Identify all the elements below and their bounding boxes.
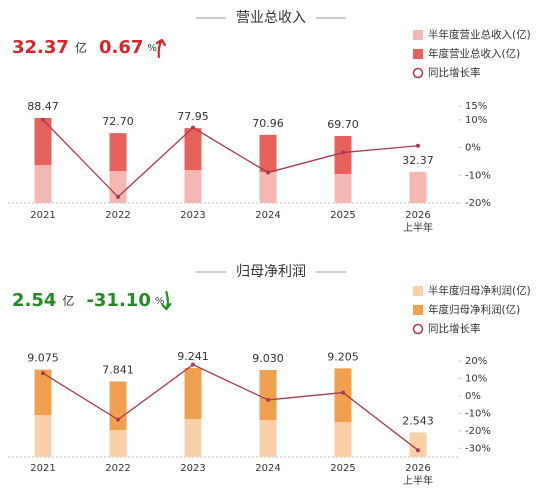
bar: [334, 173, 352, 203]
y2-tick-label: -10%: [465, 408, 491, 419]
legend-swatch: [413, 305, 423, 315]
x-tick-label: 2024: [255, 210, 280, 221]
y2-tick-label: 10%: [465, 373, 487, 384]
bar: [259, 420, 277, 457]
x-tick-label: 2024: [255, 463, 280, 474]
trend-arrow: [161, 290, 172, 311]
y2-tick-label: 0%: [465, 391, 481, 402]
legend-label: 同比增长率: [428, 66, 481, 79]
value-label: 9.030: [252, 352, 284, 365]
value-label: 88.47: [27, 100, 59, 113]
bar: [334, 422, 352, 457]
bar: [34, 415, 52, 457]
x-tick-label: 2021: [30, 210, 55, 221]
y2-tick-label: -30%: [465, 443, 491, 454]
legend-swatch: [413, 30, 423, 40]
x-tick-label: 2026: [405, 463, 430, 474]
growth-line: [42, 119, 419, 198]
bar: [109, 171, 127, 203]
x-tick-label: 2026: [405, 210, 430, 221]
growth-point: [116, 194, 120, 199]
trend-arrow: [155, 38, 166, 59]
y2-tick-label: 0%: [465, 143, 481, 154]
legend-label: 同比增长率: [428, 322, 481, 335]
growth-point: [416, 143, 420, 148]
growth-point: [341, 390, 345, 395]
growth-point: [416, 448, 420, 453]
y2-tick-label: 20%: [465, 356, 487, 367]
growth-point: [266, 170, 270, 175]
headline-change: -31.10: [86, 290, 150, 311]
headline-value: 2.54: [12, 290, 56, 311]
headline-unit: 亿: [75, 40, 87, 55]
y2-tick-label: -20%: [465, 426, 491, 437]
growth-point: [41, 117, 45, 122]
x-tick-label: 2023: [180, 463, 205, 474]
growth-point: [116, 417, 120, 422]
headline-unit: 亿: [62, 293, 74, 308]
legend-swatch: [413, 286, 423, 296]
x-tick-label: 2022: [105, 463, 130, 474]
headline-change-unit: %: [155, 296, 165, 307]
x-tick-label: 2022: [105, 210, 130, 221]
headline: 2.54 亿 -31.10%: [12, 290, 164, 311]
value-label: 2.543: [402, 415, 434, 428]
x-tick-label: 2025: [330, 463, 355, 474]
value-label: 72.70: [102, 115, 134, 128]
x-tick-note: 上半年: [403, 221, 433, 234]
x-tick-label: 2021: [30, 463, 55, 474]
headline: 32.37 亿 0.67%: [12, 37, 157, 58]
headline-change: 0.67: [99, 37, 143, 58]
growth-point: [191, 362, 195, 367]
legend-swatch: [412, 67, 424, 79]
value-label: 32.37: [402, 154, 434, 167]
chart-title: 归母净利润: [236, 263, 306, 280]
bar: [184, 170, 202, 203]
bar: [34, 165, 52, 203]
headline-value: 32.37: [12, 37, 69, 58]
legend-label: 半年度归母净利润(亿): [428, 284, 531, 297]
value-label: 7.841: [102, 363, 134, 376]
legend-swatch: [412, 323, 424, 335]
bar: [409, 171, 427, 203]
y2-tick-label: -10%: [465, 170, 491, 181]
y2-tick-label: -20%: [465, 198, 491, 209]
bar: [184, 418, 202, 457]
value-label: 69.70: [327, 118, 359, 131]
growth-point: [266, 397, 270, 402]
growth-point: [341, 150, 345, 155]
y2-tick-label: 10%: [465, 115, 487, 126]
x-tick-note: 上半年: [403, 474, 433, 487]
legend-swatch: [413, 49, 423, 59]
value-label: 9.241: [177, 350, 209, 363]
legend-label: 半年度营业总收入(亿): [428, 28, 531, 41]
growth-point: [191, 125, 195, 130]
growth-line: [42, 363, 419, 451]
x-tick-label: 2025: [330, 210, 355, 221]
chart-title: 营业总收入: [236, 10, 306, 26]
growth-point: [41, 371, 45, 376]
value-label: 9.205: [327, 350, 359, 363]
legend-label: 年度归母净利润(亿): [428, 303, 520, 316]
bar: [259, 171, 277, 203]
value-label: 77.95: [177, 110, 209, 123]
headline-change-unit: %: [147, 43, 157, 54]
bar: [109, 430, 127, 457]
value-label: 70.96: [252, 117, 284, 130]
x-tick-label: 2023: [180, 210, 205, 221]
bar: [409, 432, 427, 457]
legend-label: 年度营业总收入(亿): [428, 47, 520, 60]
value-label: 9.075: [27, 352, 59, 365]
y2-tick-label: 15%: [465, 101, 487, 112]
